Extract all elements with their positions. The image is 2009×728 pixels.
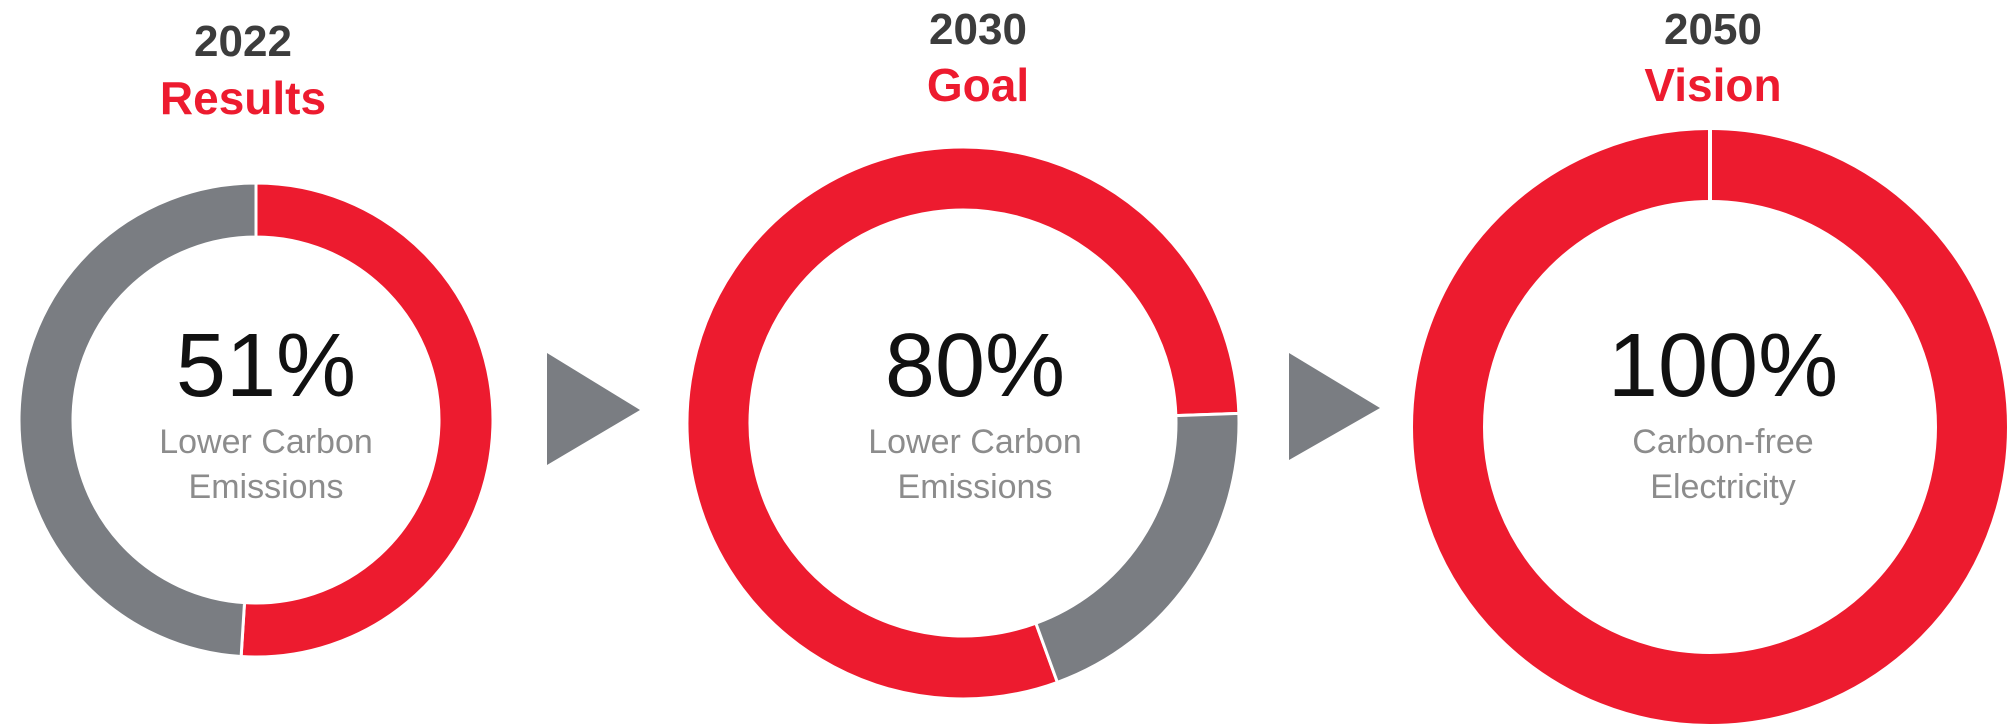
chart-2022-phase: Results xyxy=(160,72,326,124)
donut-slice-value xyxy=(239,181,495,659)
chart-2030: 2030 Goal 80% Lower Carbon Emissions xyxy=(685,5,1241,701)
donut-slice-value xyxy=(685,145,1241,701)
chart-2022-caption-line-2: Emissions xyxy=(189,468,344,506)
chart-2022-donut xyxy=(17,181,495,659)
chart-2022-caption-line-1: Lower Carbon xyxy=(159,423,373,461)
chart-2030-value: 80% xyxy=(885,316,1065,416)
chart-2050-caption-line-1: Carbon-free xyxy=(1632,423,1813,461)
chart-2050-donut xyxy=(1413,128,2007,724)
chart-2030-caption-line-2: Emissions xyxy=(898,468,1053,506)
chart-2030-donut xyxy=(685,145,1241,701)
chart-2030-phase: Goal xyxy=(927,59,1029,111)
chart-2050-phase: Vision xyxy=(1644,59,1781,111)
donut-slice-remainder xyxy=(1033,411,1241,685)
chart-2050-caption-line-2: Electricity xyxy=(1650,468,1795,506)
chart-2022-year: 2022 xyxy=(194,17,292,66)
right-triangle-arrow-icon xyxy=(547,353,640,465)
right-triangle-arrow-icon xyxy=(1289,353,1380,460)
chart-2050-year: 2050 xyxy=(1664,5,1762,54)
chart-2050: 2050 Vision 100% Carbon-free Electricity xyxy=(1413,5,2007,724)
donut-slice-remainder xyxy=(17,181,258,659)
chart-2030-caption-line-1: Lower Carbon xyxy=(868,423,1082,461)
chart-2050-value: 100% xyxy=(1608,316,1838,416)
chart-2022-value: 51% xyxy=(176,316,356,416)
chart-2022: 2022 Results 51% Lower Carbon Emissions xyxy=(17,17,495,659)
chart-2030-year: 2030 xyxy=(929,5,1027,54)
